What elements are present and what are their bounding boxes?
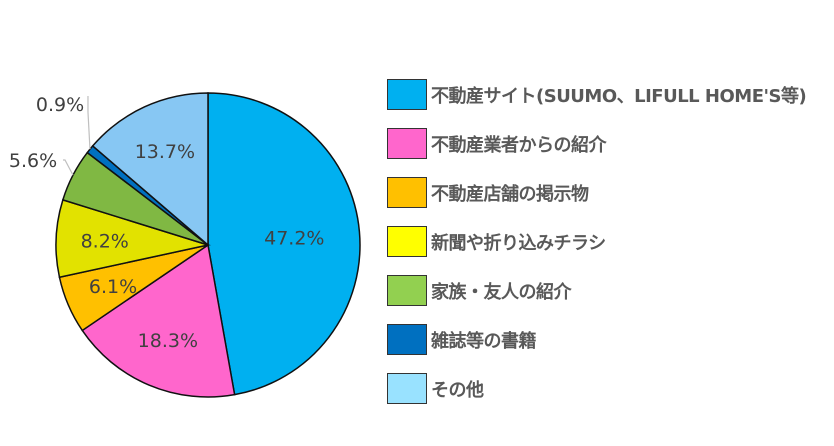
leader-line — [87, 96, 91, 150]
pie-slice — [207, 92, 361, 396]
data-label: 18.3% — [138, 330, 198, 352]
pie-slice — [91, 92, 209, 247]
legend-swatch — [387, 128, 427, 159]
legend-item: 家族・友人の紹介 — [387, 266, 806, 315]
legend-swatch — [387, 324, 427, 355]
legend-swatch — [387, 275, 427, 306]
legend-swatch — [387, 79, 427, 110]
legend-label: 不動産店舗の掲示物 — [431, 183, 589, 205]
legend-label: その他 — [431, 379, 484, 401]
legend-item: 新聞や折り込みチラシ — [387, 217, 806, 266]
legend: 不動産サイト(SUUMO、LIFULL HOME'S等) 不動産業者からの紹介 不動… — [387, 70, 807, 413]
legend-swatch — [387, 177, 427, 208]
legend-swatch — [387, 226, 427, 257]
data-label: 6.1% — [89, 276, 137, 298]
legend-item: 不動産店舗の掲示物 — [387, 168, 806, 217]
data-label: 47.2% — [264, 227, 324, 249]
legend-label: 家族・友人の紹介 — [431, 281, 572, 303]
legend-item: 雑誌等の書籍 — [387, 315, 806, 364]
legend-label: 不動産サイト(SUUMO、LIFULL HOME'S等) — [431, 85, 807, 107]
data-label: 13.7% — [135, 141, 195, 163]
legend-item: その他 — [387, 364, 806, 413]
data-label: 0.9% — [36, 94, 84, 116]
legend-label: 新聞や折り込みチラシ — [431, 232, 606, 254]
legend-label: 不動産業者からの紹介 — [431, 134, 607, 156]
pie-slice — [81, 243, 236, 398]
leader-line — [63, 159, 74, 176]
legend-item: 不動産サイト(SUUMO、LIFULL HOME'S等) — [387, 70, 807, 119]
legend-label: 雑誌等の書籍 — [431, 330, 537, 352]
legend-item: 不動産業者からの紹介 — [387, 119, 806, 168]
legend-swatch — [387, 373, 427, 404]
data-label: 5.6% — [9, 150, 57, 172]
data-label: 8.2% — [81, 230, 129, 252]
